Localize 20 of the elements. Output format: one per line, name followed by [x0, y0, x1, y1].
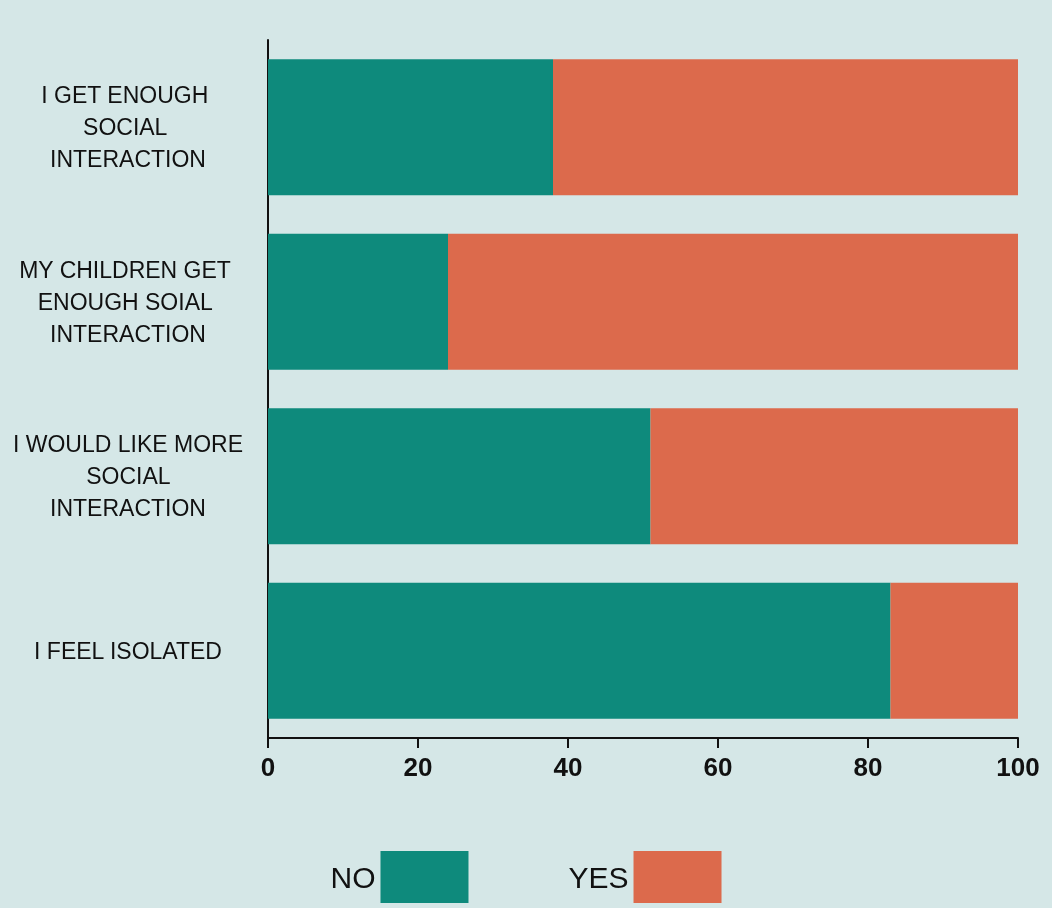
x-tick-label: 0 [260, 752, 276, 782]
x-tick-label: 100 [996, 752, 1040, 782]
y-tick-label: I FEEL ISOLATED [34, 637, 222, 664]
y-tick-label: MY CHILDREN GET ENOUGH SOIAL INTERACTION [19, 256, 237, 347]
bar [268, 582, 891, 719]
bar [890, 582, 1018, 719]
x-tick-label: 80 [853, 752, 883, 782]
bar [448, 233, 1018, 370]
legend-label: YES [568, 860, 629, 894]
legend-label: NO [330, 860, 376, 894]
x-tick-label: 40 [553, 752, 583, 782]
y-tick-label: I GET ENOUGH SOCIAL INTERACTION [41, 82, 215, 173]
bar [553, 59, 1018, 196]
x-tick-label: 60 [703, 752, 733, 782]
bar [268, 59, 553, 196]
y-tick-label: I WOULD LIKE MORE SOCIAL INTERACTION [12, 431, 244, 522]
bar [268, 408, 651, 545]
bar [268, 233, 448, 370]
bar [650, 408, 1018, 545]
x-tick-label: 20 [403, 752, 433, 782]
